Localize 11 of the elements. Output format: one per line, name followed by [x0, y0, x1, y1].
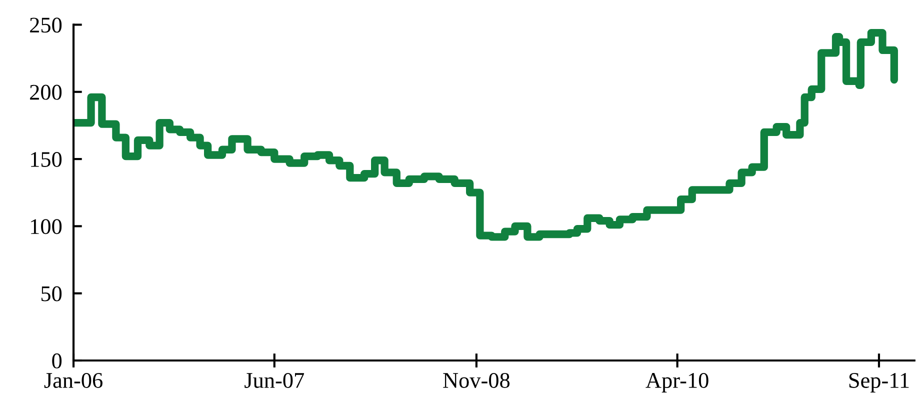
y-tick-label: 100 [31, 219, 62, 234]
x-tick-label: Jun-07 [244, 372, 304, 388]
y-tick-label: 200 [30, 84, 62, 100]
y-tick-label: 0 [52, 353, 62, 368]
x-tick-label: Jan-06 [44, 372, 102, 388]
x-tick-label: Apr-10 [646, 372, 708, 392]
x-tick-label: Sep-11 [849, 373, 909, 392]
y-tick-label: 50 [41, 286, 62, 302]
y-tick-label: 250 [30, 18, 62, 33]
y-tick-label: 150 [31, 152, 62, 167]
x-tick-label: Nov-08 [443, 372, 510, 388]
